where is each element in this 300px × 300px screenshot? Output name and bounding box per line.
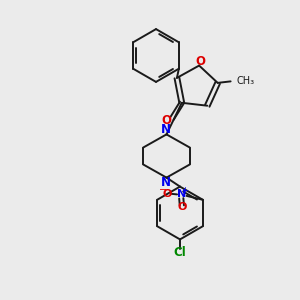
Text: Cl: Cl [174,246,186,260]
Text: CH₃: CH₃ [236,76,254,86]
Text: +: + [182,186,188,195]
Text: O: O [162,189,172,199]
Text: N: N [177,189,186,200]
Text: O: O [162,114,172,127]
Text: N: N [161,123,171,136]
Text: O: O [177,202,187,212]
Text: N: N [161,176,171,189]
Text: −: − [159,185,167,195]
Text: O: O [196,55,206,68]
